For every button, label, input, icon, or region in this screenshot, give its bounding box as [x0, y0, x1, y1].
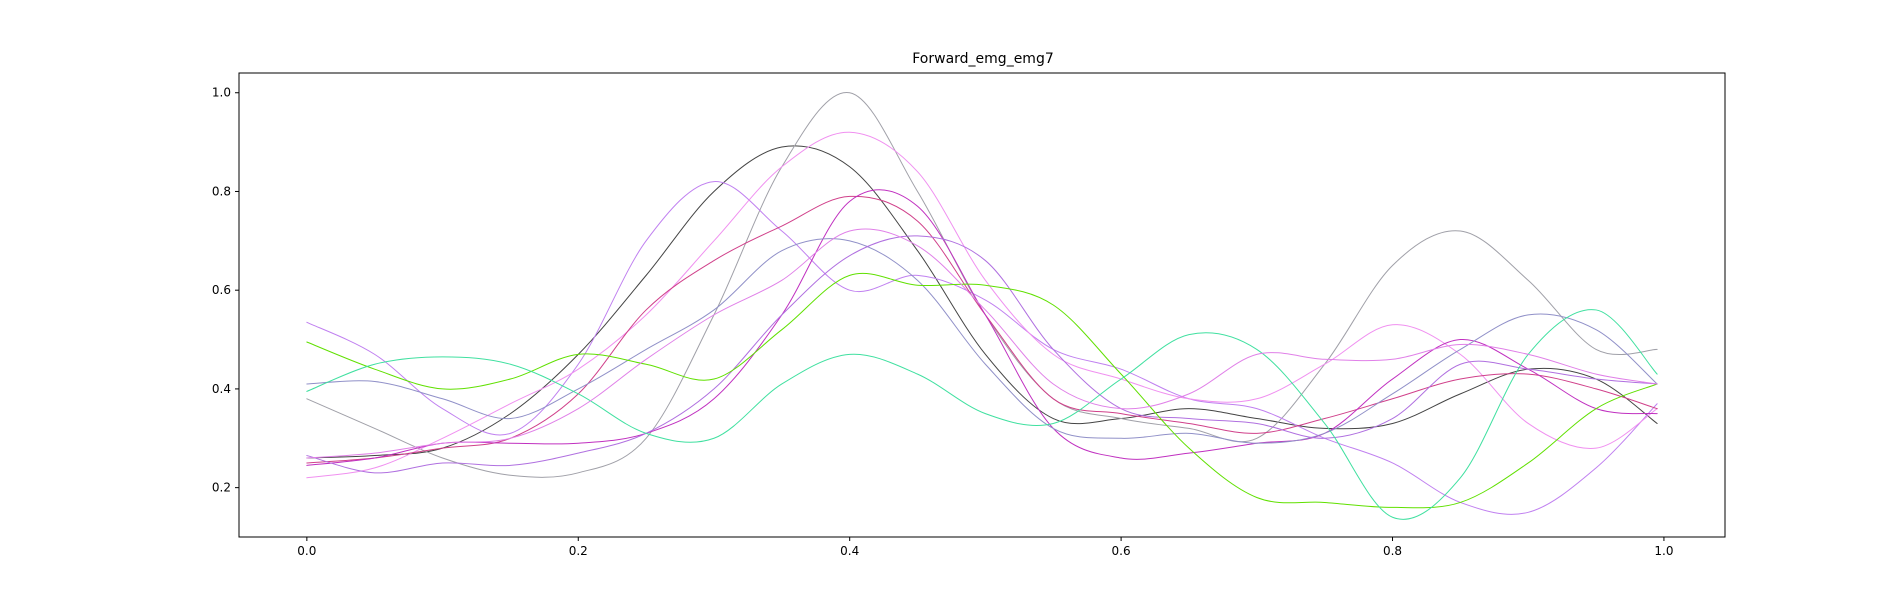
series-line-10 [306, 309, 1658, 520]
series-line-5 [306, 195, 1658, 464]
y-tick-label: 0.4 [212, 382, 231, 396]
series-line-1 [306, 145, 1658, 459]
series-line-9 [306, 272, 1658, 509]
x-tick-label: 0.2 [569, 544, 588, 558]
x-tick-label: 0.6 [1112, 544, 1131, 558]
series-line-6 [306, 189, 1658, 466]
x-tick-label: 0.8 [1383, 544, 1402, 558]
series-layer [306, 92, 1658, 520]
y-tick-label: 0.2 [212, 481, 231, 495]
chart-title: Forward_emg_emg7 [912, 51, 1053, 67]
y-tick-label: 0.6 [212, 283, 231, 297]
y-tick-label: 1.0 [212, 86, 231, 100]
series-line-4 [306, 131, 1658, 479]
x-tick-label: 0.4 [840, 544, 859, 558]
series-line-3 [306, 181, 1658, 515]
series-line-8 [306, 235, 1658, 474]
x-tick-label: 0.0 [297, 544, 316, 558]
y-axis: 0.2 0.4 0.6 0.8 1.0 [212, 86, 239, 495]
x-axis: 0.0 0.2 0.4 0.6 0.8 1.0 [297, 537, 1673, 558]
x-tick-label: 1.0 [1654, 544, 1673, 558]
y-tick-label: 0.8 [212, 184, 231, 198]
series-line-11 [306, 228, 1658, 459]
plot-area-frame [238, 72, 1726, 538]
series-line-7 [306, 238, 1658, 444]
